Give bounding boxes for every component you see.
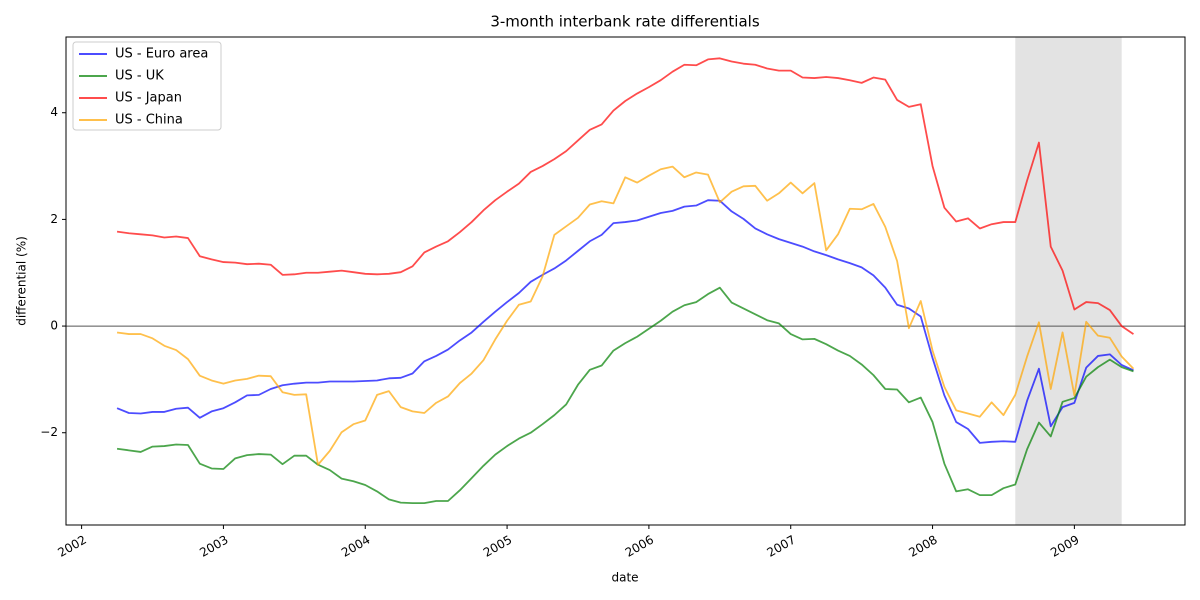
x-tick-label: 2007: [765, 533, 798, 560]
x-axis-label: date: [611, 571, 638, 585]
x-tick-label: 2009: [1048, 533, 1081, 560]
x-tick-label: 2003: [197, 533, 230, 560]
legend: US - Euro area US - UK US - Japan US - Chin…: [72, 41, 222, 131]
x-tick-label: 2002: [55, 533, 88, 560]
shaded-span: [1015, 37, 1122, 525]
x-tick-label: 2008: [906, 533, 939, 560]
y-tick-label: 2: [50, 212, 58, 226]
legend-box: [72, 41, 222, 131]
series-line: [116, 165, 1135, 466]
x-tick-label: 2006: [623, 533, 656, 560]
legend-label: US - Euro area: [115, 47, 208, 62]
legend-label: US - Japan: [115, 91, 182, 106]
series-line: [116, 57, 1134, 335]
x-tick-label: 2004: [339, 533, 372, 560]
x-tick-label: 2005: [481, 533, 514, 560]
legend-label: US - China: [115, 113, 183, 128]
y-tick-label: 0: [50, 319, 58, 333]
legend-label: US - UK: [115, 69, 164, 84]
y-tick-label: −2: [40, 425, 58, 439]
series-line: [116, 286, 1134, 505]
plot-frame: [65, 36, 1186, 526]
series-line: [116, 199, 1134, 444]
y-tick-label: 4: [50, 105, 58, 119]
y-axis-label: differential (%): [15, 236, 29, 326]
chart-title: 3-month interbank rate differentials: [490, 13, 760, 31]
